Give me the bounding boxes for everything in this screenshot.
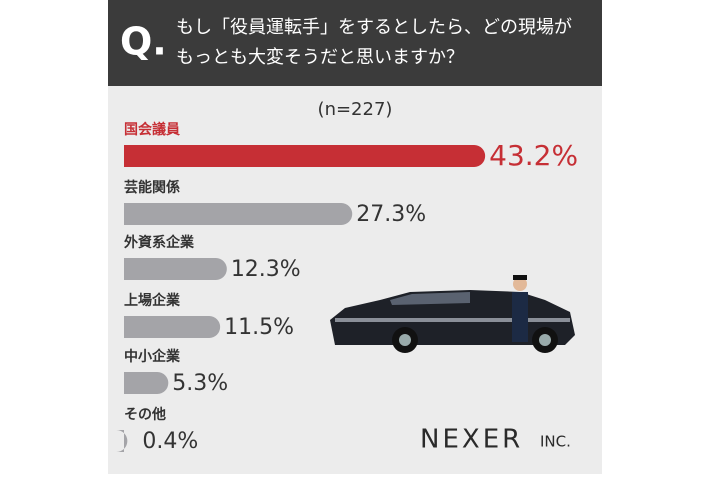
car-illustration bbox=[330, 275, 575, 353]
category-label: 上場企業 bbox=[124, 292, 181, 309]
category-label: 芸能関係 bbox=[124, 179, 180, 196]
value-label: 11.5% bbox=[224, 315, 294, 340]
value-label: 0.4% bbox=[142, 429, 198, 454]
value-label: 5.3% bbox=[172, 371, 228, 396]
header bbox=[108, 0, 602, 86]
category-label: 外資系企業 bbox=[124, 234, 195, 251]
category-label: その他 bbox=[124, 406, 166, 423]
title-line: もっとも大変そうだと思いますか？ bbox=[176, 47, 464, 68]
category-label: 国会議員 bbox=[124, 121, 180, 138]
question-mark: Q. bbox=[120, 20, 167, 64]
bar bbox=[124, 145, 486, 167]
value-label: 43.2% bbox=[489, 139, 578, 172]
category-label: 中小企業 bbox=[124, 348, 181, 365]
bar bbox=[124, 316, 221, 338]
bar bbox=[124, 258, 227, 280]
bar bbox=[124, 203, 353, 225]
logo: NEXER bbox=[420, 425, 523, 455]
value-label: 12.3% bbox=[231, 257, 301, 282]
value-label: 27.3% bbox=[356, 202, 426, 227]
subtitle: (n=227) bbox=[318, 99, 393, 120]
bar bbox=[116, 430, 128, 452]
logo-suffix: INC. bbox=[540, 433, 571, 451]
title-line: もし「役員運転手」をするとしたら、どの現場が bbox=[176, 17, 572, 38]
bar bbox=[124, 372, 169, 394]
